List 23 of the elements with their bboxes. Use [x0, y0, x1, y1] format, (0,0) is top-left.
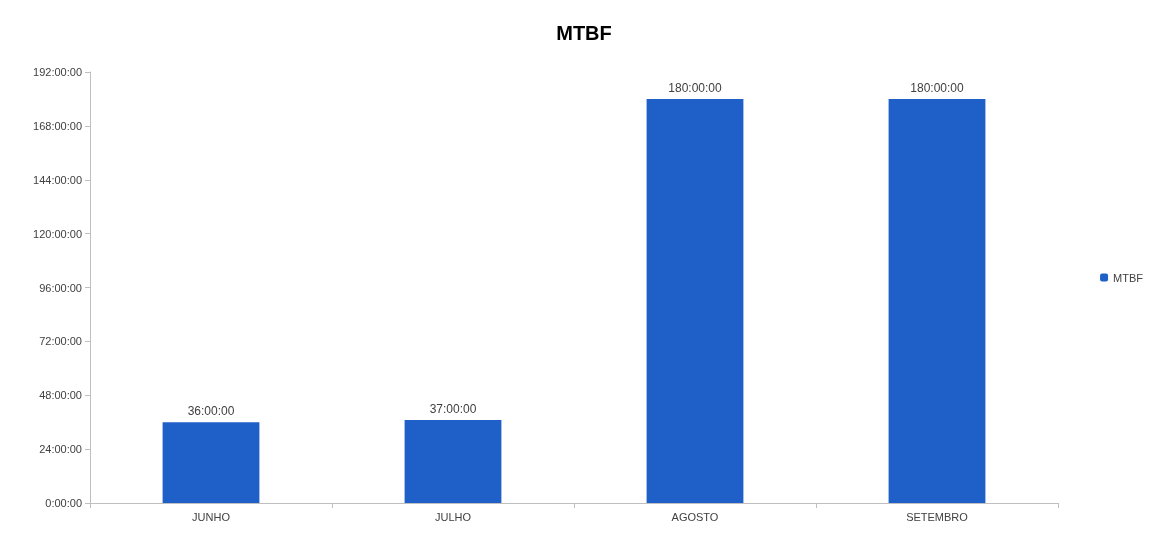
bar — [162, 422, 260, 503]
bar — [646, 98, 744, 503]
y-tick-label: 24:00:00 — [39, 443, 82, 456]
chart-title: MTBF — [556, 22, 612, 44]
y-tick-label: 0:00:00 — [45, 497, 82, 509]
data-label: 180:00:00 — [910, 80, 965, 95]
y-tick-label: 120:00:00 — [33, 227, 82, 240]
legend-label: MTBF — [1113, 271, 1144, 284]
y-tick-label: 192:00:00 — [33, 66, 82, 78]
x-tick-label: JUNHO — [192, 510, 231, 523]
bar — [404, 419, 502, 503]
y-tick-label: 144:00:00 — [33, 173, 82, 186]
x-tick-label: AGOSTO — [671, 510, 719, 523]
bar — [888, 98, 986, 503]
y-tick-label: 96:00:00 — [39, 281, 82, 294]
y-tick-label: 48:00:00 — [39, 389, 82, 402]
x-tick-label: JULHO — [434, 510, 472, 523]
y-tick-label: 168:00:00 — [33, 119, 82, 132]
data-label: 37:00:00 — [429, 401, 477, 416]
x-tick-label: SETEMBRO — [906, 510, 969, 523]
data-label: 36:00:00 — [187, 404, 235, 419]
data-label: 180:00:00 — [668, 80, 723, 95]
y-tick-label: 72:00:00 — [39, 335, 82, 348]
